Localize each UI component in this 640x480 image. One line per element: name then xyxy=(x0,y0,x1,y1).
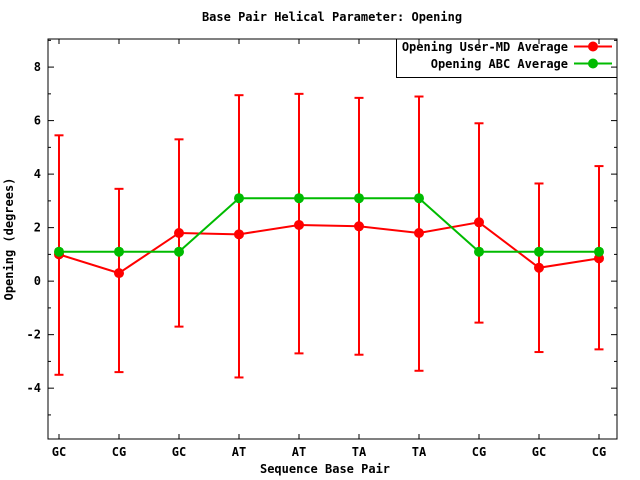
data-point-user-md xyxy=(474,217,484,228)
x-category-label: TA xyxy=(352,445,367,459)
y-tick-label: -4 xyxy=(27,381,41,395)
chart-title: Base Pair Helical Parameter: Opening xyxy=(202,10,462,24)
legend-label: Opening ABC Average xyxy=(431,57,568,71)
x-category-label: GC xyxy=(52,445,66,459)
x-category-label: CG xyxy=(592,445,606,459)
y-tick-label: 8 xyxy=(34,60,41,74)
data-point-abc xyxy=(174,246,184,257)
data-point-user-md xyxy=(414,227,424,238)
data-point-abc xyxy=(114,246,124,257)
data-point-abc xyxy=(474,246,484,257)
y-axis-title: Opening (degrees) xyxy=(2,178,16,301)
data-point-user-md xyxy=(354,221,364,232)
legend-box xyxy=(396,38,618,78)
y-tick-label: -2 xyxy=(27,328,41,342)
data-point-abc xyxy=(594,246,604,257)
plot-border xyxy=(47,38,618,440)
x-category-label: GC xyxy=(172,445,186,459)
legend-sample-marker xyxy=(588,41,598,52)
y-tick-label: 2 xyxy=(34,221,41,235)
y-tick-label: 4 xyxy=(34,167,41,181)
x-category-label: GC xyxy=(532,445,546,459)
data-point-abc xyxy=(534,246,544,257)
x-category-label: TA xyxy=(412,445,427,459)
data-point-abc xyxy=(414,193,424,204)
y-tick-label: 0 xyxy=(34,274,41,288)
data-point-abc xyxy=(294,193,304,204)
data-point-abc xyxy=(354,193,364,204)
series-line-user-md xyxy=(58,221,600,275)
x-category-label: AT xyxy=(292,445,306,459)
data-point-abc xyxy=(234,193,244,204)
data-point-user-md xyxy=(114,268,124,279)
y-tick-label: 6 xyxy=(34,114,41,128)
x-category-label: AT xyxy=(232,445,246,459)
x-axis-title: Sequence Base Pair xyxy=(260,462,390,476)
data-point-user-md xyxy=(294,219,304,230)
x-category-label: CG xyxy=(112,445,126,459)
series-line-abc xyxy=(59,197,599,253)
legend-sample-marker xyxy=(588,58,598,69)
data-point-user-md xyxy=(234,229,244,240)
data-point-user-md xyxy=(174,227,184,238)
data-point-user-md xyxy=(534,262,544,273)
x-category-label: CG xyxy=(472,445,486,459)
data-point-abc xyxy=(54,246,64,257)
legend-label: Opening User-MD Average xyxy=(402,40,568,54)
